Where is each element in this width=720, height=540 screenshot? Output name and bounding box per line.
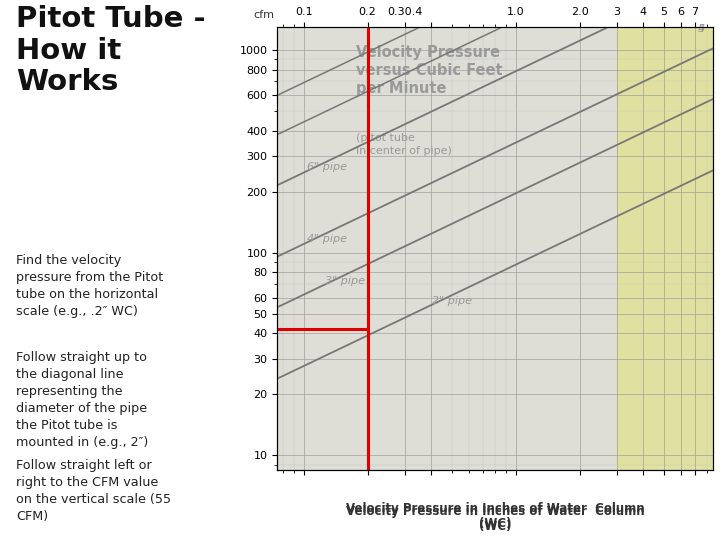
Text: 4: 4 xyxy=(698,24,705,34)
Text: cfm: cfm xyxy=(253,10,274,21)
Text: 4" pipe: 4" pipe xyxy=(307,234,347,244)
Text: Velocity Pressure in Inches of Water  Column
(WC): Velocity Pressure in Inches of Water Col… xyxy=(346,505,644,533)
X-axis label: Velocity Pressure in Inches of Water  Column
(WC): Velocity Pressure in Inches of Water Col… xyxy=(346,502,644,530)
Text: 5: 5 xyxy=(698,24,705,35)
Text: Follow straight up to
the diagonal line
representing the
diameter of the pipe
th: Follow straight up to the diagonal line … xyxy=(17,351,148,449)
Text: Pitot Tube -
How it
Works: Pitot Tube - How it Works xyxy=(17,5,206,96)
Text: Find the velocity
pressure from the Pitot
tube on the horizontal
scale (e.g., .2: Find the velocity pressure from the Pito… xyxy=(17,254,163,318)
Text: Follow straight left or
right to the CFM value
on the vertical scale (55
CFM): Follow straight left or right to the CFM… xyxy=(17,459,171,523)
Bar xyxy=(617,27,713,470)
Text: 3" pipe: 3" pipe xyxy=(325,275,365,286)
Text: Velocity Pressure
versus Cubic Feet
per Minute: Velocity Pressure versus Cubic Feet per … xyxy=(356,45,503,96)
Text: (pitot tube
in center of pipe): (pitot tube in center of pipe) xyxy=(356,133,451,156)
Text: 2" pipe: 2" pipe xyxy=(432,296,472,306)
Text: 6" pipe: 6" pipe xyxy=(307,163,347,172)
